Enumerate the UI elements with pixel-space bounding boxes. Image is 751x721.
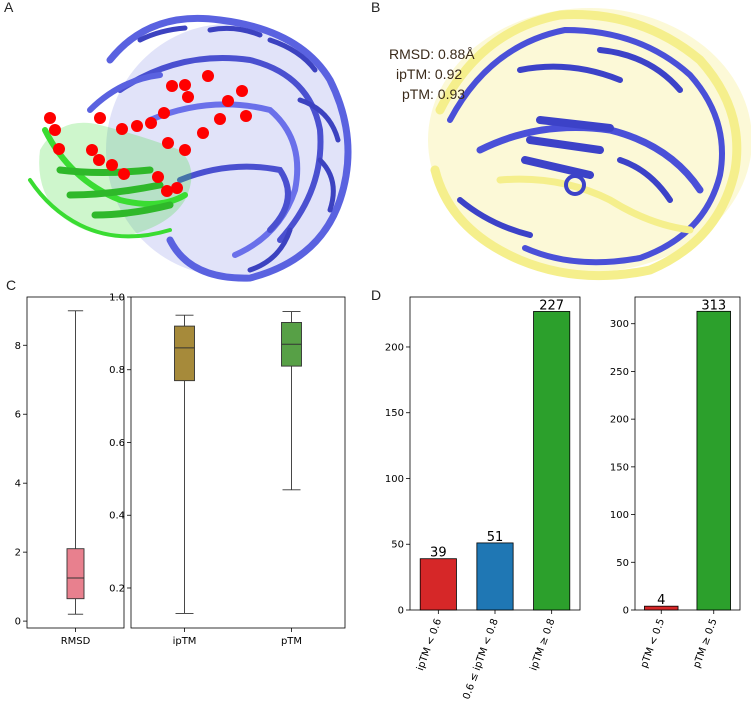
y-tick-label: 0.6 xyxy=(109,438,125,449)
y-tick-label: 50 xyxy=(616,558,629,569)
bar xyxy=(533,311,571,611)
x-tick-label: pTM ≥ 0.5 xyxy=(692,617,720,669)
y-tick-label: 0 xyxy=(15,617,21,628)
x-tick-label: pTM < 0.5 xyxy=(639,617,667,669)
x-tick-label: RMSD xyxy=(61,636,91,647)
bar-value-label: 4 xyxy=(657,593,665,608)
y-tick-label: 250 xyxy=(610,367,629,378)
panel-letter-b: B xyxy=(371,0,380,15)
y-tick-label: 0 xyxy=(623,606,629,617)
y-tick-label: 100 xyxy=(385,474,404,485)
box-iqr xyxy=(174,325,195,382)
box-plot-scores: 0.2 0.4 0.6 0.8 1.0 ipTM pTM xyxy=(109,293,346,647)
x-tick-label: 0.6 ≤ ipTM < 0.8 xyxy=(461,617,500,701)
protein-overlay-b: RMSD: 0.88Å ipTM: 0.92 pTM: 0.93 xyxy=(389,8,751,281)
x-tick-label: pTM xyxy=(281,636,302,647)
panel-letter-d: D xyxy=(371,287,381,303)
x-tick-label: ipTM ≥ 0.8 xyxy=(529,617,558,672)
box-iptm xyxy=(174,314,195,614)
axes-frame xyxy=(130,296,346,629)
box-ptm xyxy=(281,311,302,491)
y-tick-label: 200 xyxy=(610,415,629,426)
bar-chart-ptm: 0 50 100 150 200 250 300 4 pTM < 0.5 313 pTM ≥ 0.5 xyxy=(610,296,741,670)
y-tick-label: 150 xyxy=(385,408,404,419)
box-iqr xyxy=(66,548,85,600)
metric-rmsd: RMSD: 0.88Å xyxy=(389,46,475,62)
bar-value-label: 313 xyxy=(701,298,726,313)
metric-ptm: pTM: 0.93 xyxy=(402,86,465,102)
protein-structure-a xyxy=(28,14,352,282)
y-tick-label: 1.0 xyxy=(109,293,125,304)
bar-value-label: 39 xyxy=(430,546,447,561)
bar-value-label: 227 xyxy=(539,298,564,313)
y-tick-label: 6 xyxy=(15,410,21,421)
y-tick-label: 0.4 xyxy=(109,511,125,522)
y-tick-label: 8 xyxy=(15,341,21,352)
y-tick-label: 50 xyxy=(391,540,404,551)
y-tick-label: 2 xyxy=(15,548,21,559)
panel-letter-c: C xyxy=(6,277,16,293)
interface-residues xyxy=(44,70,252,197)
bar xyxy=(476,542,514,611)
bar-chart-iptm: 0 50 100 150 200 39 ipTM < 0.6 51 0.6 ≤ ipTM < 0… xyxy=(385,296,581,701)
y-tick-label: 100 xyxy=(610,510,629,521)
metric-iptm: ipTM: 0.92 xyxy=(396,66,462,82)
bar xyxy=(419,558,457,611)
y-tick-label: 0.8 xyxy=(109,365,125,376)
x-tick-label: ipTM xyxy=(173,636,197,647)
y-tick-label: 4 xyxy=(15,479,21,490)
box-plot-rmsd: 0 2 4 6 8 RMSD xyxy=(15,296,125,647)
bar-value-label: 51 xyxy=(487,530,504,545)
green-chain xyxy=(28,122,192,239)
box-rmsd xyxy=(66,310,85,615)
panel-letter-a: A xyxy=(4,0,14,15)
bar xyxy=(696,310,731,611)
y-tick-label: 0 xyxy=(398,606,404,617)
axes-frame xyxy=(634,296,741,611)
y-tick-label: 150 xyxy=(610,462,629,473)
y-tick-label: 200 xyxy=(385,342,404,353)
y-tick-label: 300 xyxy=(610,319,629,330)
x-tick-label: ipTM < 0.6 xyxy=(415,617,444,672)
y-tick-label: 0.2 xyxy=(109,583,125,594)
